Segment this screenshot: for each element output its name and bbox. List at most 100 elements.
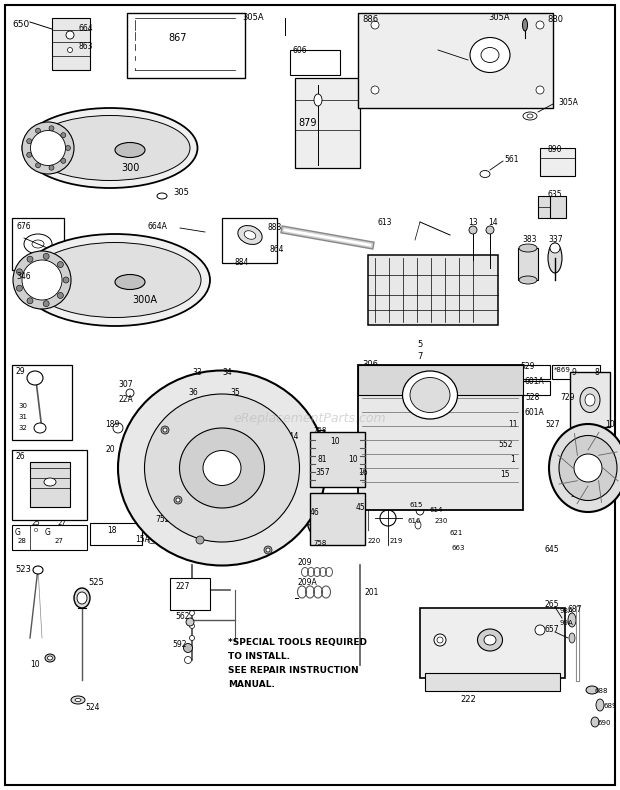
Ellipse shape bbox=[371, 21, 379, 29]
Text: 657: 657 bbox=[545, 625, 560, 634]
Ellipse shape bbox=[481, 47, 499, 62]
Ellipse shape bbox=[548, 243, 562, 273]
Ellipse shape bbox=[402, 371, 458, 419]
Text: 613: 613 bbox=[378, 218, 392, 227]
Text: 528: 528 bbox=[525, 393, 539, 402]
Ellipse shape bbox=[66, 145, 71, 151]
Ellipse shape bbox=[174, 496, 182, 504]
Ellipse shape bbox=[415, 521, 421, 529]
Text: 7: 7 bbox=[417, 352, 423, 361]
Text: 337: 337 bbox=[548, 235, 562, 244]
Ellipse shape bbox=[35, 163, 40, 167]
Ellipse shape bbox=[198, 412, 206, 420]
Text: 690: 690 bbox=[598, 720, 611, 726]
Bar bbox=[127, 13, 245, 78]
Ellipse shape bbox=[24, 234, 52, 254]
Ellipse shape bbox=[77, 592, 87, 604]
Ellipse shape bbox=[45, 654, 55, 662]
Ellipse shape bbox=[166, 520, 174, 525]
Ellipse shape bbox=[71, 696, 85, 704]
Ellipse shape bbox=[519, 244, 537, 252]
Bar bbox=[358, 365, 523, 395]
Text: 5: 5 bbox=[417, 340, 423, 349]
Ellipse shape bbox=[27, 298, 33, 304]
Ellipse shape bbox=[264, 546, 272, 554]
Ellipse shape bbox=[43, 301, 49, 307]
Text: 3: 3 bbox=[570, 490, 575, 499]
Ellipse shape bbox=[68, 47, 73, 52]
Ellipse shape bbox=[13, 251, 71, 309]
Ellipse shape bbox=[22, 122, 74, 174]
Text: 9: 9 bbox=[572, 368, 577, 377]
Text: 45: 45 bbox=[356, 503, 366, 512]
Ellipse shape bbox=[523, 112, 537, 120]
Text: 306: 306 bbox=[362, 360, 378, 369]
Text: 676: 676 bbox=[16, 222, 30, 231]
Ellipse shape bbox=[434, 634, 446, 646]
Ellipse shape bbox=[27, 371, 43, 385]
Text: 22: 22 bbox=[268, 508, 278, 517]
Text: 552: 552 bbox=[498, 440, 513, 449]
Text: 562: 562 bbox=[175, 612, 190, 621]
Text: 26: 26 bbox=[15, 452, 25, 461]
Text: 20: 20 bbox=[105, 445, 115, 454]
Ellipse shape bbox=[266, 548, 270, 552]
Text: 219: 219 bbox=[390, 538, 404, 544]
Text: 527: 527 bbox=[545, 420, 559, 429]
Text: 13: 13 bbox=[468, 218, 477, 227]
Bar bbox=[12, 450, 87, 520]
Text: 635: 635 bbox=[548, 190, 562, 199]
Ellipse shape bbox=[416, 505, 424, 515]
Ellipse shape bbox=[34, 423, 46, 433]
Text: 42: 42 bbox=[205, 408, 215, 417]
Ellipse shape bbox=[559, 435, 617, 501]
Text: 10: 10 bbox=[330, 437, 340, 446]
Ellipse shape bbox=[17, 269, 22, 275]
Text: 645: 645 bbox=[545, 545, 560, 554]
Ellipse shape bbox=[238, 225, 262, 244]
Text: 300: 300 bbox=[121, 163, 139, 173]
Ellipse shape bbox=[190, 597, 195, 603]
Text: 209A: 209A bbox=[298, 578, 317, 587]
Ellipse shape bbox=[22, 260, 62, 300]
Text: 383: 383 bbox=[522, 235, 536, 244]
Ellipse shape bbox=[535, 625, 545, 635]
Bar bbox=[282, 430, 324, 448]
Ellipse shape bbox=[29, 243, 201, 318]
Text: 884: 884 bbox=[235, 258, 249, 267]
Text: G: G bbox=[45, 528, 51, 537]
Ellipse shape bbox=[308, 505, 342, 540]
Ellipse shape bbox=[43, 254, 49, 259]
Text: 27: 27 bbox=[58, 520, 67, 526]
Ellipse shape bbox=[27, 256, 33, 262]
Bar bbox=[425, 673, 560, 691]
Bar bbox=[538, 196, 566, 218]
Text: 30: 30 bbox=[18, 403, 27, 409]
Ellipse shape bbox=[66, 31, 74, 39]
Text: 300A: 300A bbox=[133, 295, 157, 305]
Ellipse shape bbox=[437, 637, 443, 643]
Bar bbox=[420, 608, 565, 678]
Ellipse shape bbox=[27, 139, 32, 144]
Text: *SPECIAL TOOLS REQUIRED: *SPECIAL TOOLS REQUIRED bbox=[228, 638, 367, 647]
Text: 244: 244 bbox=[285, 432, 299, 441]
Ellipse shape bbox=[33, 566, 43, 574]
Ellipse shape bbox=[550, 243, 560, 253]
Text: 529: 529 bbox=[520, 362, 534, 371]
Text: 8: 8 bbox=[595, 368, 600, 377]
Ellipse shape bbox=[486, 226, 494, 234]
Text: 886: 886 bbox=[362, 15, 378, 24]
Ellipse shape bbox=[321, 518, 329, 526]
Text: 863: 863 bbox=[78, 42, 92, 51]
Ellipse shape bbox=[44, 478, 56, 486]
Ellipse shape bbox=[20, 234, 210, 326]
Ellipse shape bbox=[190, 623, 195, 629]
Text: *869: *869 bbox=[554, 367, 571, 373]
Ellipse shape bbox=[115, 274, 145, 289]
Ellipse shape bbox=[410, 378, 450, 412]
Text: 758: 758 bbox=[313, 540, 327, 546]
Ellipse shape bbox=[549, 424, 620, 512]
Text: 305A: 305A bbox=[242, 13, 264, 22]
Ellipse shape bbox=[527, 114, 533, 118]
Text: 189: 189 bbox=[105, 420, 120, 429]
